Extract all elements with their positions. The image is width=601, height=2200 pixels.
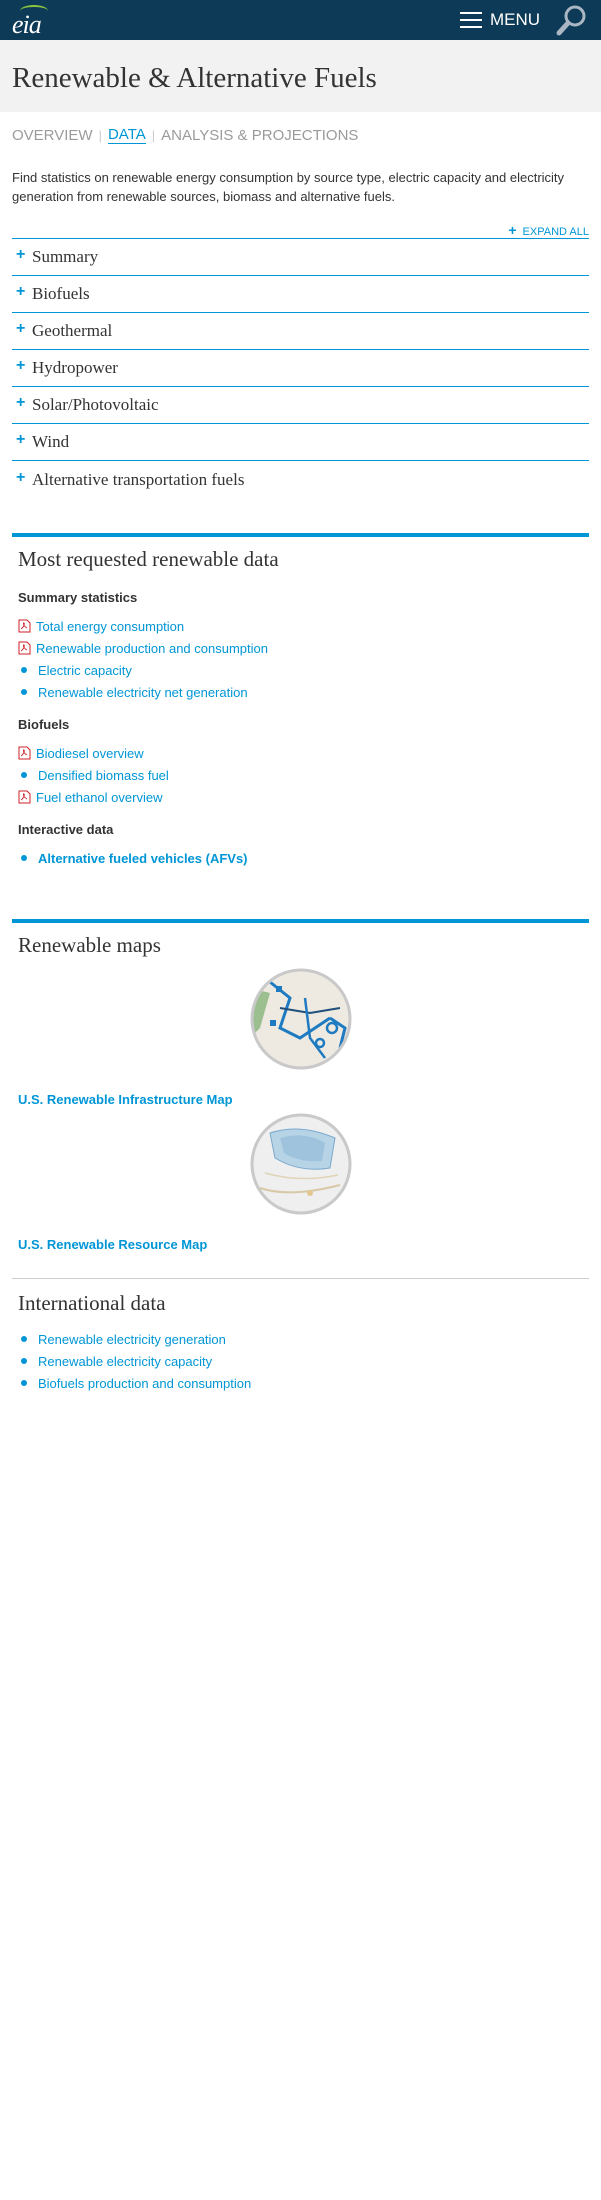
- list-item: Renewable electricity generation: [18, 1328, 589, 1350]
- biofuels-production-consumption-link[interactable]: Biofuels production and consumption: [38, 1375, 252, 1391]
- pdf-icon: [18, 790, 31, 804]
- summary-statistics-heading: Summary statistics: [18, 590, 138, 605]
- infrastructure-map-link[interactable]: U.S. Renewable Infrastructure Map: [18, 1092, 233, 1107]
- eia-logo[interactable]: eia: [12, 5, 54, 39]
- biodiesel-overview-link[interactable]: Biodiesel overview: [36, 745, 144, 761]
- accordion-item-label: Solar/Photovoltaic: [32, 395, 159, 414]
- bullet-icon: [21, 1380, 27, 1386]
- accordion-item-hydropower[interactable]: + Hydropower: [12, 350, 589, 387]
- resource-map-link[interactable]: U.S. Renewable Resource Map: [18, 1237, 208, 1252]
- international-links: Renewable electricity generation Renewab…: [12, 1328, 589, 1394]
- tab-separator: |: [151, 127, 156, 143]
- accordion-item-biofuels[interactable]: + Biofuels: [12, 276, 589, 313]
- interactive-data-heading: Interactive data: [18, 822, 114, 837]
- menu-label: MENU: [490, 10, 541, 29]
- pdf-icon: [18, 619, 31, 633]
- accordion-item-geothermal[interactable]: + Geothermal: [12, 313, 589, 350]
- list-item: Total energy consumption: [18, 615, 589, 637]
- afv-link[interactable]: Alternative fueled vehicles (AFVs): [38, 850, 248, 866]
- accordion-item-label: Summary: [32, 247, 99, 266]
- renewable-production-consumption-link[interactable]: Renewable production and consumption: [36, 640, 268, 656]
- intro-text: Find statistics on renewable energy cons…: [12, 170, 565, 204]
- accordion-item-label: Wind: [32, 432, 70, 451]
- plus-icon: +: [16, 468, 26, 486]
- tab-overview[interactable]: OVERVIEW: [12, 126, 93, 144]
- hamburger-icon: [460, 12, 482, 28]
- plus-icon: +: [16, 357, 26, 374]
- expand-all-button[interactable]: + EXPAND ALL: [0, 222, 601, 238]
- bullet-icon: [21, 855, 27, 861]
- accordion-item-label: Geothermal: [32, 321, 113, 340]
- accordion-item-label: Hydropower: [32, 358, 118, 377]
- accordion-item-label: Alternative transportation fuels: [32, 469, 245, 489]
- plus-icon: +: [16, 320, 26, 337]
- logo-text: eia: [12, 10, 42, 39]
- list-item: Alternative fueled vehicles (AFVs): [18, 847, 589, 869]
- bullet-icon: [21, 667, 27, 673]
- densified-biomass-fuel-link[interactable]: Densified biomass fuel: [38, 767, 169, 783]
- search-icon[interactable]: [555, 3, 589, 37]
- plus-icon: +: [16, 283, 26, 300]
- accordion-item-label: Biofuels: [32, 284, 90, 303]
- list-item: Biofuels production and consumption: [18, 1372, 589, 1394]
- accordion-item-wind[interactable]: + Wind: [12, 424, 589, 461]
- list-item: Densified biomass fuel: [18, 764, 589, 786]
- biofuels-heading: Biofuels: [18, 717, 70, 732]
- menu-button[interactable]: MENU: [460, 0, 540, 40]
- renewable-electricity-net-generation-link[interactable]: Renewable electricity net generation: [38, 684, 248, 700]
- renewable-electricity-capacity-link[interactable]: Renewable electricity capacity: [38, 1353, 213, 1369]
- total-energy-consumption-link[interactable]: Total energy consumption: [36, 618, 185, 634]
- renewable-maps-section: Renewable maps U.S. Renewable Infrastruc…: [12, 919, 589, 1252]
- electric-capacity-link[interactable]: Electric capacity: [38, 662, 132, 678]
- tab-analysis-projections[interactable]: ANALYSIS & PROJECTIONS: [161, 126, 359, 144]
- list-item: Renewable production and consumption: [18, 637, 589, 659]
- page-title-bar: Renewable & Alternative Fuels: [0, 40, 601, 112]
- infrastructure-map-thumbnail[interactable]: [250, 968, 352, 1070]
- renewable-electricity-generation-link[interactable]: Renewable electricity generation: [38, 1331, 226, 1347]
- top-navigation-bar: eia MENU: [0, 0, 601, 40]
- resource-map-thumbnail[interactable]: [250, 1113, 352, 1215]
- page-title: Renewable & Alternative Fuels: [12, 62, 377, 94]
- accordion-item-solar-photovoltaic[interactable]: + Solar/Photovoltaic: [12, 387, 589, 424]
- pdf-icon: [18, 641, 31, 655]
- list-item: Biodiesel overview: [18, 742, 589, 764]
- bullet-icon: [21, 689, 27, 695]
- bullet-icon: [21, 1336, 27, 1342]
- section-title: International data: [18, 1291, 166, 1315]
- plus-icon: +: [508, 222, 517, 238]
- plus-icon: +: [16, 246, 26, 263]
- accordion-item-summary[interactable]: + Summary: [12, 239, 589, 276]
- most-requested-section: Most requested renewable data Summary st…: [12, 533, 589, 869]
- section-tabs: OVERVIEW | DATA | ANALYSIS & PROJECTIONS: [0, 122, 601, 148]
- tab-separator: |: [98, 127, 102, 143]
- tab-data[interactable]: DATA: [107, 126, 146, 144]
- list-item: Renewable electricity net generation: [18, 681, 589, 703]
- summary-statistics-links: Total energy consumption Renewable produ…: [12, 615, 589, 703]
- list-item: Fuel ethanol overview: [18, 786, 589, 808]
- logo-arc-icon: [20, 5, 48, 17]
- interactive-data-links: Alternative fueled vehicles (AFVs): [12, 847, 589, 869]
- plus-icon: +: [16, 431, 26, 448]
- section-title: Most requested renewable data: [18, 547, 279, 571]
- section-title: Renewable maps: [18, 933, 161, 957]
- international-data-section: International data Renewable electricity…: [12, 1278, 589, 1394]
- bullet-icon: [21, 772, 27, 778]
- biofuels-links: Biodiesel overview Densified biomass fue…: [12, 742, 589, 808]
- data-category-accordion: + Summary + Biofuels + Geothermal + Hydr…: [12, 238, 589, 498]
- plus-icon: +: [16, 394, 26, 411]
- list-item: Electric capacity: [18, 659, 589, 681]
- fuel-ethanol-overview-link[interactable]: Fuel ethanol overview: [36, 789, 163, 805]
- bullet-icon: [21, 1358, 27, 1364]
- expand-all-label: EXPAND ALL: [522, 226, 589, 238]
- pdf-icon: [18, 746, 31, 760]
- list-item: Renewable electricity capacity: [18, 1350, 589, 1372]
- accordion-item-alternative-transportation-fuels[interactable]: + Alternative transportation fuels: [12, 461, 589, 498]
